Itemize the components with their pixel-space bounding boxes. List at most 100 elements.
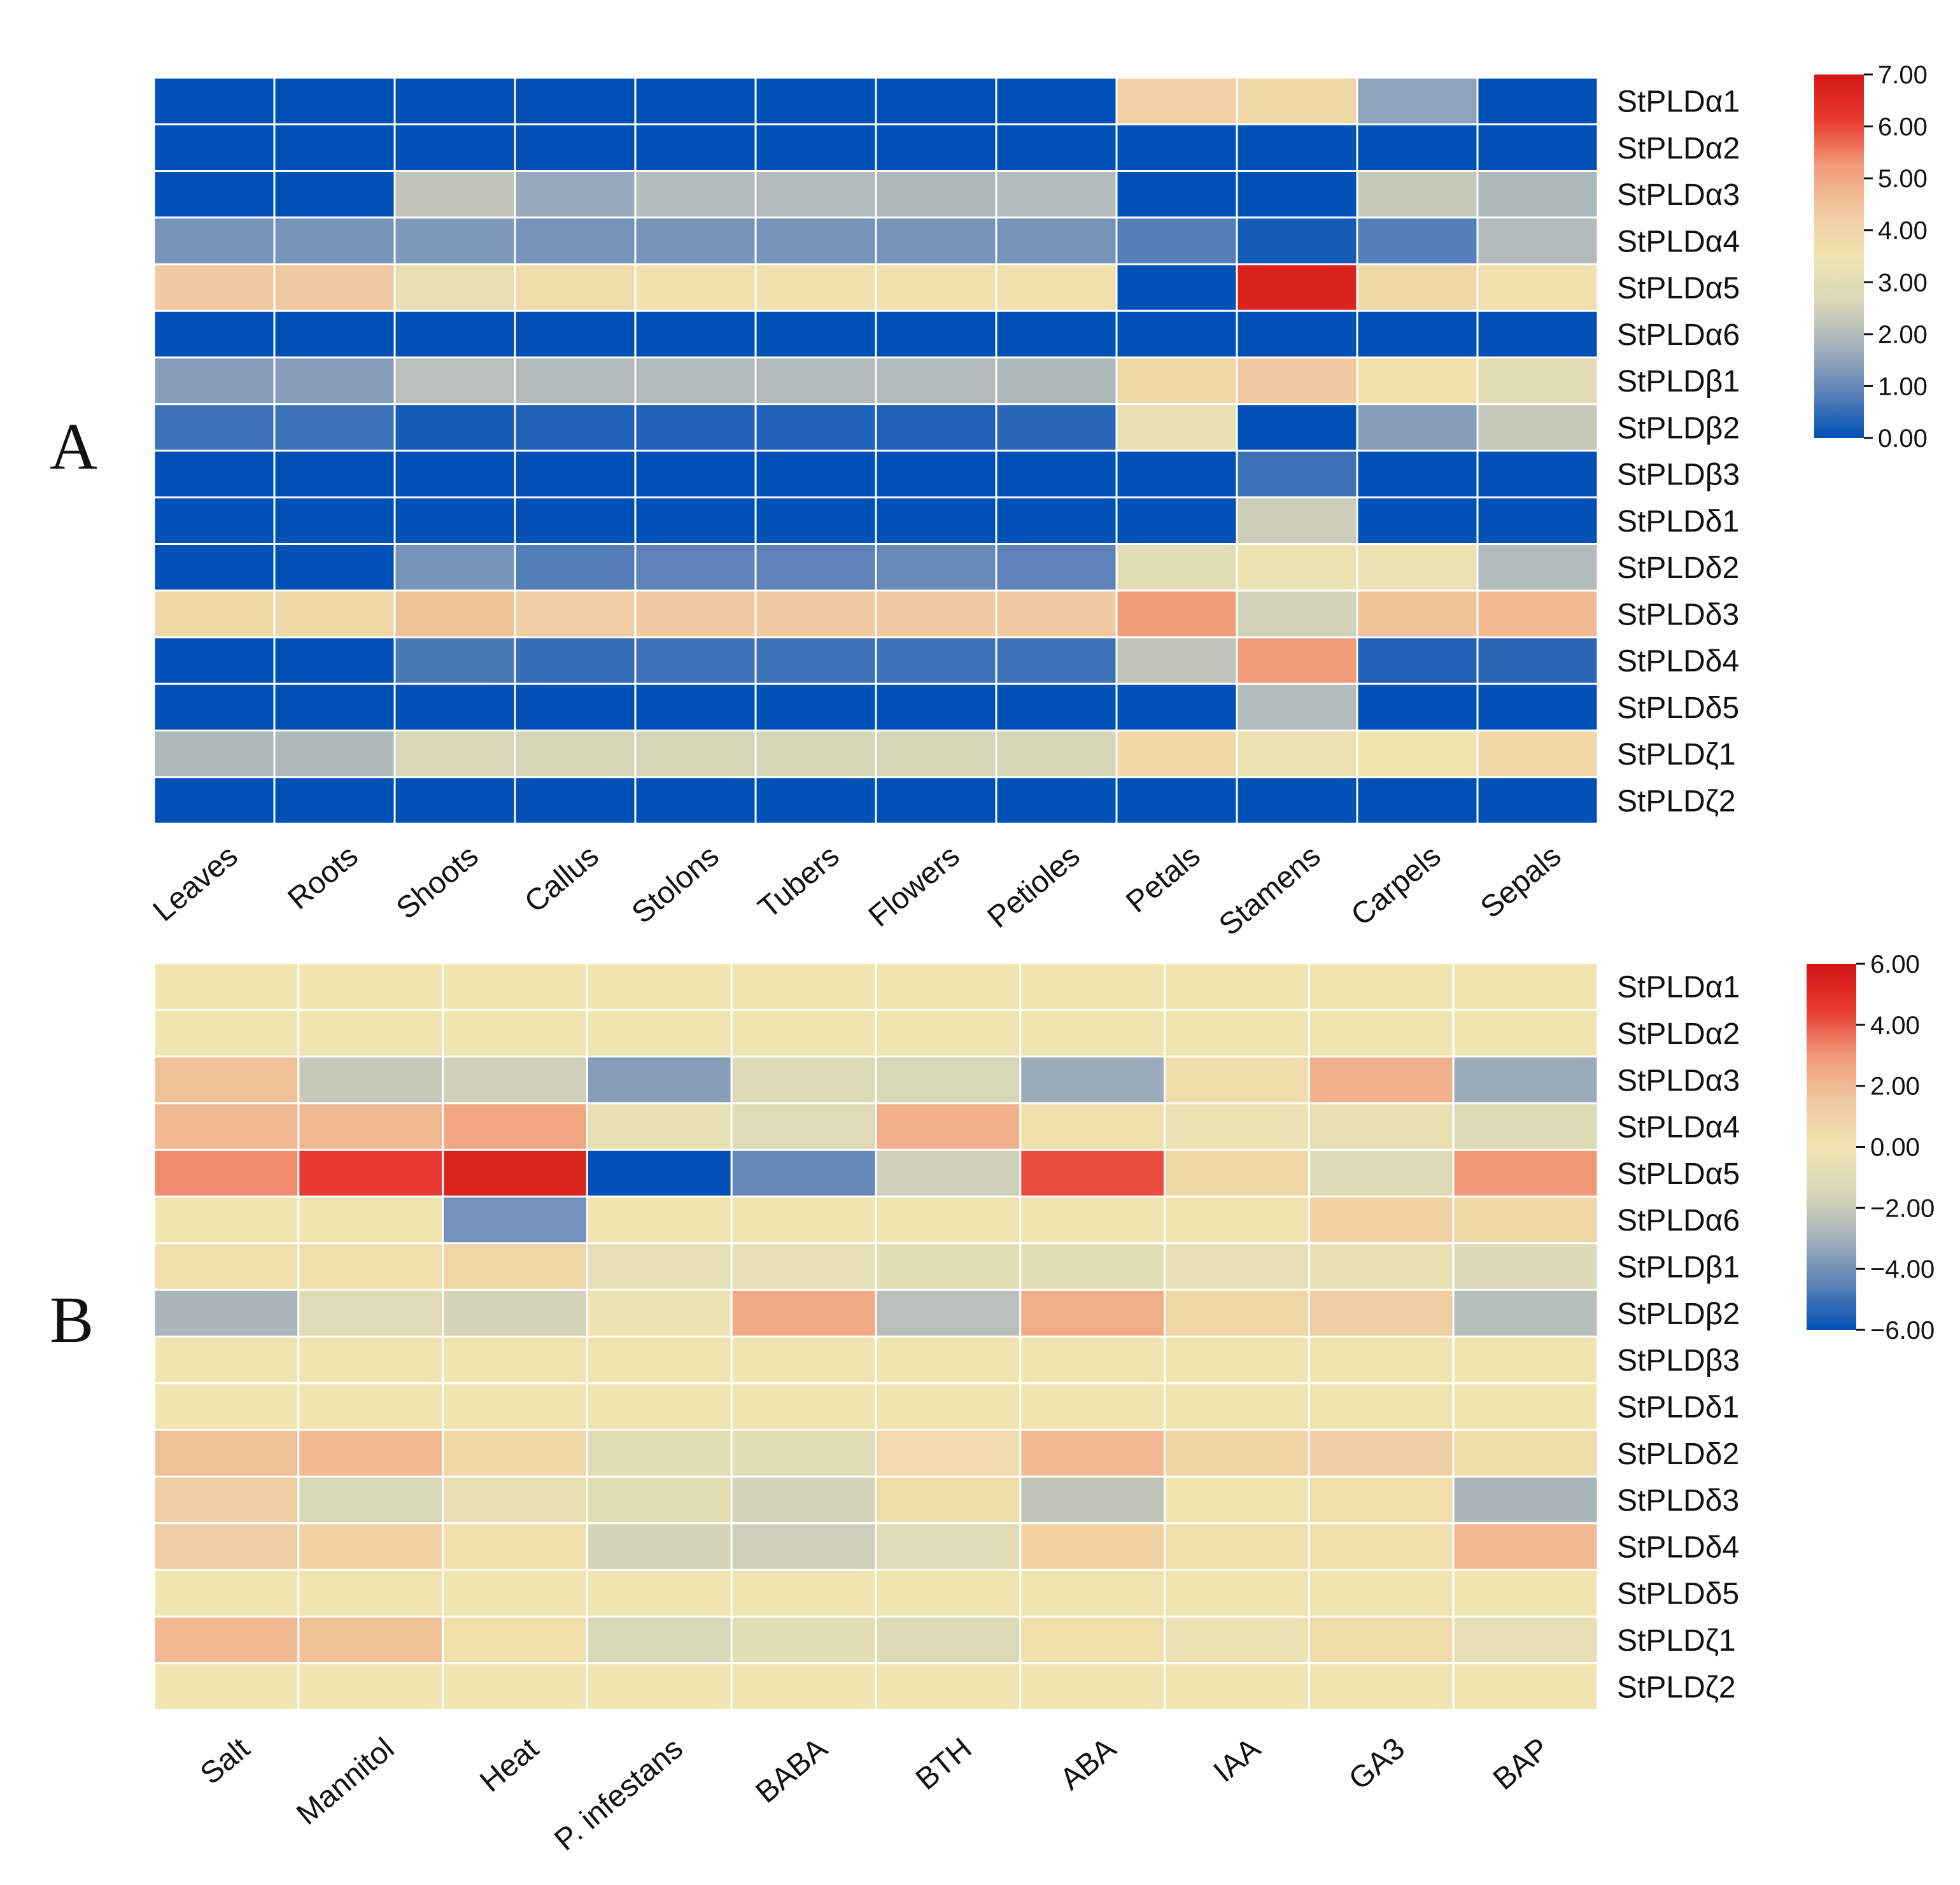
row-label-b-stpldδ5: StPLDδ5 <box>1617 1578 1739 1611</box>
cell-a-stpldδ1-petioles <box>995 496 1118 545</box>
colorbar-b-tick-label: −2.00 <box>1870 1194 1935 1222</box>
cell-b-stpldβ1-aba <box>1019 1242 1166 1291</box>
cell-b-stpldδ4-baba <box>730 1522 877 1571</box>
cell-b-stpldα6-mannitol <box>297 1196 444 1245</box>
cell-b-stpldα3-iaa <box>1164 1055 1310 1105</box>
cell-b-stpldβ3-baba <box>730 1336 877 1385</box>
cell-b-stpldδ4-salt <box>153 1522 300 1571</box>
cell-a-stpldβ1-tubers <box>754 357 877 406</box>
cell-a-stpldα2-shoots <box>393 123 516 172</box>
row-label-b-stpldα2: StPLDα2 <box>1617 1017 1740 1051</box>
cell-a-stpldδ3-stolons <box>634 590 757 639</box>
cell-a-stpldδ1-stolons <box>634 496 757 545</box>
row-label-b-stpldβ3: StPLDβ3 <box>1617 1344 1740 1378</box>
cell-b-stpldα2-aba <box>1019 1008 1166 1058</box>
cell-a-stpldα5-flowers <box>875 263 998 312</box>
cell-b-stpldα6-bth <box>875 1196 1022 1245</box>
cell-b-stpldβ2-ga3 <box>1308 1288 1455 1338</box>
row-label-a-stpldα5: StPLDα5 <box>1617 272 1740 306</box>
cell-b-stpldδ2-bth <box>875 1429 1022 1478</box>
cell-a-stpldζ2-callus <box>514 776 637 825</box>
cell-a-stpldα4-petioles <box>995 216 1118 265</box>
cell-a-stpldα1-stolons <box>634 76 757 125</box>
cell-b-stpldα6-bap <box>1452 1196 1599 1245</box>
cell-a-stpldα5-callus <box>514 263 637 312</box>
row-label-b-stpldβ2: StPLDβ2 <box>1617 1297 1740 1331</box>
cell-b-stpldα1-bap <box>1452 962 1599 1011</box>
panel-b-letter: B <box>50 1283 94 1357</box>
cell-a-stpldα4-roots <box>273 216 396 265</box>
cell-b-stpldβ2-salt <box>153 1288 300 1338</box>
cell-a-stpldβ1-petioles <box>995 357 1118 406</box>
cell-a-stpldβ3-petals <box>1115 449 1238 498</box>
colorbar-a-bar <box>1814 74 1864 438</box>
cell-a-stpldδ3-roots <box>273 590 396 639</box>
cell-a-stpldα1-sepals <box>1476 76 1599 125</box>
cell-b-stpldα5-aba <box>1019 1148 1166 1198</box>
cell-a-stpldζ2-shoots <box>393 776 516 825</box>
cell-b-stpldζ2-baba <box>730 1662 877 1711</box>
cell-a-stpldα6-stamens <box>1236 309 1358 358</box>
row-label-b-stpldδ2: StPLDδ2 <box>1617 1437 1739 1471</box>
cell-b-stpldα1-heat <box>442 962 588 1011</box>
cell-b-stpldδ2-iaa <box>1164 1429 1310 1478</box>
cell-b-stpldδ1-baba <box>730 1382 877 1431</box>
cell-a-stpldδ5-petals <box>1115 682 1238 731</box>
cell-a-stpldβ2-roots <box>273 403 396 452</box>
cell-b-stpldβ3-iaa <box>1164 1336 1310 1385</box>
cell-b-stpldβ3-p-infestans <box>586 1336 733 1385</box>
cell-b-stpldδ5-ga3 <box>1308 1569 1455 1618</box>
row-label-b-stpldδ4: StPLDδ4 <box>1617 1530 1739 1564</box>
cell-b-stpldα3-ga3 <box>1308 1055 1455 1105</box>
cell-a-stpldα6-flowers <box>875 309 998 358</box>
cell-b-stpldδ2-salt <box>153 1429 300 1478</box>
cell-a-stpldβ1-carpels <box>1356 357 1479 406</box>
cell-a-stpldα2-carpels <box>1356 123 1479 172</box>
cell-b-stpldα6-ga3 <box>1308 1196 1455 1245</box>
cell-a-stpldα1-roots <box>273 76 396 125</box>
cell-b-stpldβ3-aba <box>1019 1336 1166 1385</box>
cell-a-stpldα2-stamens <box>1236 123 1358 172</box>
cell-a-stpldδ2-sepals <box>1476 543 1599 592</box>
cell-b-stpldβ2-heat <box>442 1288 588 1338</box>
cell-b-stpldα6-aba <box>1019 1196 1166 1245</box>
cell-a-stpldζ2-petioles <box>995 776 1118 825</box>
row-label-a-stpldα3: StPLDα3 <box>1617 178 1740 212</box>
cell-a-stpldβ3-flowers <box>875 449 998 498</box>
cell-b-stpldζ1-mannitol <box>297 1615 444 1665</box>
cell-a-stpldδ5-roots <box>273 682 396 731</box>
cell-a-stpldδ4-carpels <box>1356 636 1479 685</box>
cell-b-stpldα3-salt <box>153 1055 300 1105</box>
row-label-b-stpldα1: StPLDα1 <box>1617 971 1740 1005</box>
cell-a-stpldβ2-tubers <box>754 403 877 452</box>
cell-b-stpldα3-heat <box>442 1055 588 1105</box>
cell-a-stpldβ1-stamens <box>1236 357 1358 406</box>
row-label-b-stpldα4: StPLDα4 <box>1617 1111 1740 1145</box>
cell-a-stpldζ2-stamens <box>1236 776 1358 825</box>
cell-b-stpldζ2-salt <box>153 1662 300 1711</box>
cell-b-stpldα4-baba <box>730 1102 877 1151</box>
row-label-a-stpldζ1: StPLDζ1 <box>1617 738 1736 772</box>
cell-a-stpldδ3-tubers <box>754 590 877 639</box>
cell-a-stpldδ1-roots <box>273 496 396 545</box>
cell-a-stpldα1-carpels <box>1356 76 1479 125</box>
cell-a-stpldα2-stolons <box>634 123 757 172</box>
cell-b-stpldα6-salt <box>153 1196 300 1245</box>
cell-b-stpldα5-iaa <box>1164 1148 1310 1198</box>
colorbar-a-tick-label: 5.00 <box>1878 165 1928 193</box>
cell-a-stpldα1-shoots <box>393 76 516 125</box>
cell-b-stpldβ1-bap <box>1452 1242 1599 1291</box>
cell-a-stpldδ4-petals <box>1115 636 1238 685</box>
cell-b-stpldδ4-bap <box>1452 1522 1599 1571</box>
cell-b-stpldδ5-salt <box>153 1569 300 1618</box>
cell-a-stpldβ1-callus <box>514 357 637 406</box>
cell-b-stpldα4-p-infestans <box>586 1102 733 1151</box>
colorbar-a-tick-label: 2.00 <box>1878 321 1928 349</box>
cell-b-stpldδ1-p-infestans <box>586 1382 733 1431</box>
cell-b-stpldβ3-bth <box>875 1336 1022 1385</box>
cell-b-stpldδ2-ga3 <box>1308 1429 1455 1478</box>
row-label-b-stpldζ1: StPLDζ1 <box>1617 1624 1736 1658</box>
heatmap-b: StPLDα1 StPLDα2 StPLDα3 StPLDα4 StPLDα5 StPLD… <box>153 962 1740 1858</box>
cell-b-stpldβ2-p-infestans <box>586 1288 733 1338</box>
cell-a-stpldδ3-callus <box>514 590 637 639</box>
